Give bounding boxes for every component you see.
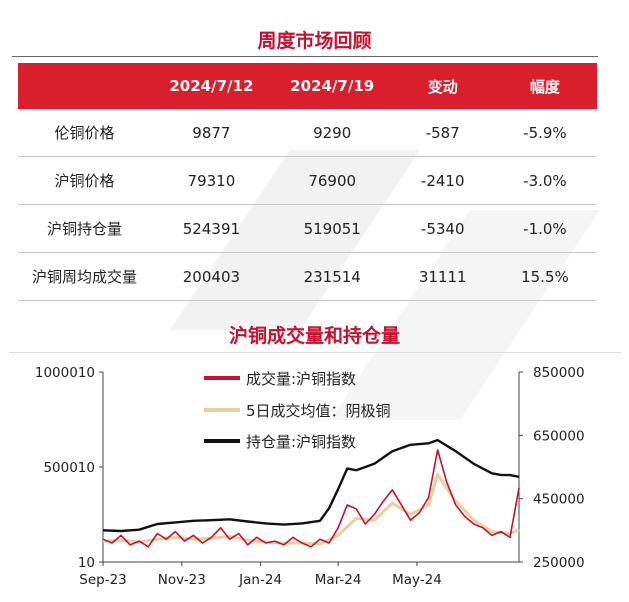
cell-change: -5340: [392, 204, 493, 253]
chart-title: 沪铜成交量和持仓量: [228, 325, 400, 347]
cell-pct: -5.9%: [492, 109, 597, 157]
series-line: [102, 438, 520, 533]
column-header: 变动: [427, 77, 458, 96]
cell-value: 76900: [271, 156, 393, 205]
cell-change: 31111: [392, 252, 493, 301]
cell-pct: 15.5%: [492, 252, 597, 301]
row-label: 沪铜周均成交量: [18, 252, 151, 301]
x-tick-label: Sep-23: [79, 572, 127, 588]
summary-table: 2024/7/12 2024/7/19 变动 幅度 伦铜价格 9877 9290…: [18, 63, 597, 301]
legend-label: 5日成交均值：阴极铜: [246, 402, 391, 420]
x-tick-label: Mar-24: [315, 572, 362, 588]
cell-value: 79310: [151, 156, 272, 205]
x-tick-label: Jan-24: [238, 572, 282, 588]
y-left-tick-label: 1000010: [35, 365, 95, 381]
table-row: 沪铜周均成交量 200403 231514 31111 15.5%: [18, 252, 597, 301]
cell-value: 200403: [151, 252, 272, 301]
y-right-tick-label: 850000: [533, 365, 585, 381]
table-row: 沪铜持仓量 524391 519051 -5340 -1.0%: [18, 204, 597, 253]
cell-value: 231514: [271, 252, 393, 301]
table-header-row: 2024/7/12 2024/7/19 变动 幅度: [18, 63, 597, 109]
legend-label: 持仓量:沪铜指数: [246, 433, 356, 451]
y-left-tick-label: 500010: [43, 460, 95, 476]
x-tick-label: May-24: [392, 572, 442, 588]
column-header: 2024/7/19: [290, 77, 375, 95]
row-label: 伦铜价格: [18, 109, 151, 157]
title-divider: [12, 56, 598, 57]
cell-value: 519051: [271, 204, 393, 253]
y-right-tick-label: 250000: [533, 555, 585, 571]
y-right-tick-label: 650000: [533, 428, 585, 444]
table-row: 伦铜价格 9877 9290 -587 -5.9%: [18, 109, 597, 157]
cell-value: 9290: [271, 109, 393, 157]
legend-label: 成交量:沪铜指数: [246, 370, 356, 388]
series-line: [102, 449, 520, 548]
row-label: 沪铜价格: [18, 156, 151, 205]
table-row: 沪铜价格 79310 76900 -2410 -3.0%: [18, 156, 597, 205]
y-left-tick-label: 10: [78, 555, 95, 571]
cell-pct: -3.0%: [492, 156, 597, 205]
column-header: 幅度: [529, 77, 560, 96]
column-header: 2024/7/12: [169, 77, 254, 95]
series-line: [102, 473, 520, 546]
y-right-tick-label: 450000: [533, 492, 585, 508]
cell-pct: -1.0%: [492, 204, 597, 253]
cell-value: 524391: [151, 204, 272, 253]
cell-change: -587: [392, 109, 493, 157]
cell-change: -2410: [392, 156, 493, 205]
row-label: 沪铜持仓量: [18, 204, 151, 253]
cell-value: 9877: [151, 109, 272, 157]
chart-frame: [9, 352, 621, 596]
summary-title: 周度市场回顾: [257, 30, 372, 52]
x-tick-label: Nov-23: [158, 572, 206, 588]
